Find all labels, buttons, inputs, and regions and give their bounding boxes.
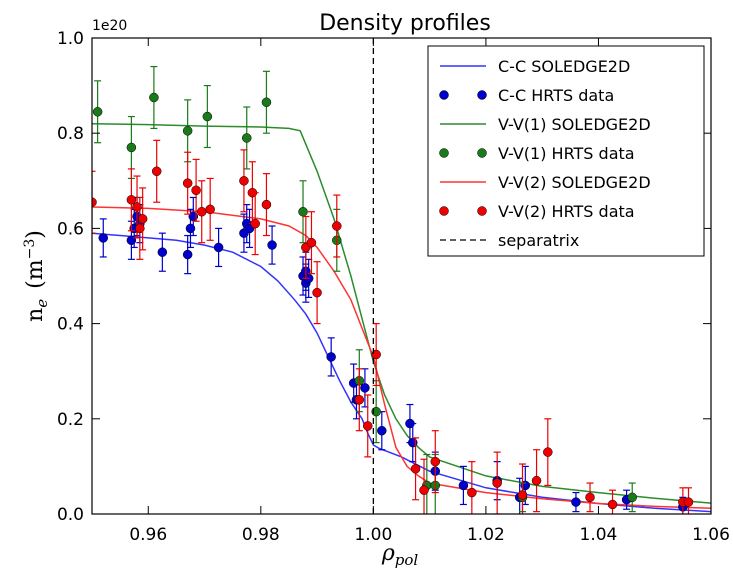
data-point — [203, 86, 212, 148]
point-marker — [493, 479, 502, 488]
point-marker — [127, 143, 136, 152]
point-marker — [158, 248, 167, 257]
data-point — [262, 71, 271, 133]
data-point — [206, 178, 215, 240]
y-tick-label: 0.2 — [57, 410, 84, 430]
y-tick-label: 1.0 — [57, 29, 84, 49]
point-marker — [571, 498, 580, 507]
data-point — [152, 140, 161, 202]
x-tick-label: 1.06 — [692, 525, 730, 545]
point-marker — [518, 490, 527, 499]
legend-marker-swatch — [478, 149, 487, 158]
point-marker — [99, 233, 108, 242]
point-marker — [684, 498, 693, 507]
legend-label: V-V(2) HRTS data — [498, 202, 635, 221]
point-marker — [459, 481, 468, 490]
point-marker — [203, 112, 212, 121]
data-point — [214, 228, 223, 266]
series-line-0 — [92, 233, 711, 511]
legend-label: separatrix — [498, 231, 579, 250]
data-point — [532, 450, 541, 512]
point-marker — [214, 243, 223, 252]
y-tick-label: 0.6 — [57, 219, 84, 239]
x-tick-label: 0.96 — [129, 525, 167, 545]
legend-marker-swatch — [478, 91, 487, 100]
y-axis-label: ne(m−3) — [22, 230, 51, 322]
legend-marker-swatch — [440, 149, 449, 158]
legend-label: C-C HRTS data — [498, 86, 614, 105]
data-point — [586, 483, 595, 512]
point-marker — [149, 93, 158, 102]
x-tick-label: 0.98 — [242, 525, 280, 545]
point-marker — [543, 448, 552, 457]
legend-label: V-V(1) SOLEDGE2D — [498, 115, 651, 134]
point-marker — [239, 176, 248, 185]
point-marker — [206, 205, 215, 214]
data-point — [459, 466, 468, 504]
point-marker — [467, 488, 476, 497]
point-marker — [152, 167, 161, 176]
point-marker — [411, 464, 420, 473]
point-marker — [586, 493, 595, 502]
data-point — [149, 67, 158, 129]
x-tick-label: 1.02 — [467, 525, 505, 545]
legend-marker-swatch — [440, 91, 449, 100]
point-marker — [93, 107, 102, 116]
point-marker — [628, 493, 637, 502]
point-marker — [192, 186, 201, 195]
legend-label: C-C SOLEDGE2D — [498, 57, 630, 76]
point-marker — [299, 207, 308, 216]
data-point — [571, 493, 580, 512]
point-marker — [268, 241, 277, 250]
legend-marker-swatch — [440, 207, 449, 216]
point-marker — [183, 179, 192, 188]
point-marker — [242, 133, 251, 142]
point-marker — [363, 421, 372, 430]
chart-title: Density profiles — [319, 11, 491, 36]
point-marker — [307, 238, 316, 247]
point-marker — [262, 98, 271, 107]
data-point — [268, 226, 277, 264]
point-marker — [327, 352, 336, 361]
point-marker — [183, 126, 192, 135]
x-tick-label: 1.04 — [580, 525, 618, 545]
point-marker — [355, 395, 364, 404]
y-tick-label: 0.0 — [57, 505, 84, 525]
data-point — [332, 195, 341, 257]
data-point — [99, 219, 108, 257]
y-tick-label: 0.4 — [57, 315, 84, 335]
x-axis-label: ρpol — [381, 541, 419, 569]
point-marker — [431, 457, 440, 466]
point-marker — [138, 214, 147, 223]
data-point — [543, 419, 552, 486]
point-marker — [377, 426, 386, 435]
data-point — [684, 488, 693, 517]
legend: C-C SOLEDGE2D C-C HRTS data V-V(1) SOLEDGE… — [428, 46, 704, 256]
data-point — [377, 412, 386, 450]
point-marker — [532, 476, 541, 485]
point-marker — [420, 486, 429, 495]
point-marker — [608, 500, 617, 509]
point-marker — [197, 207, 206, 216]
y-tick-label: 0.8 — [57, 124, 84, 144]
point-marker — [183, 250, 192, 259]
point-marker — [313, 288, 322, 297]
legend-label: V-V(2) SOLEDGE2D — [498, 173, 651, 192]
legend-label: V-V(1) HRTS data — [498, 144, 635, 163]
point-marker — [262, 200, 271, 209]
point-marker — [332, 222, 341, 231]
point-marker — [251, 219, 260, 228]
data-point — [313, 262, 322, 324]
y-offset-label: 1e20 — [92, 18, 127, 34]
legend-marker-swatch — [478, 207, 487, 216]
